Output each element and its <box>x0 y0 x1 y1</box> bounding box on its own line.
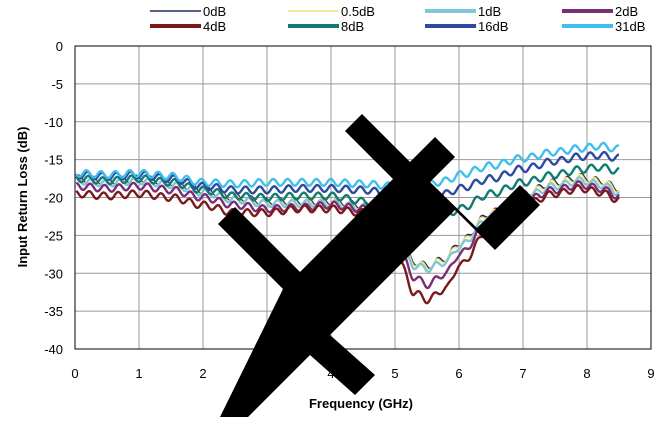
y-tick-label: -25 <box>44 228 63 243</box>
y-tick-label: -30 <box>44 266 63 281</box>
legend-label: 8dB <box>341 19 364 34</box>
y-tick-label: -5 <box>51 77 63 92</box>
y-tick-label: 0 <box>56 39 63 54</box>
legend-label: 31dB <box>615 19 645 34</box>
legend-label: 16dB <box>478 19 508 34</box>
y-tick-label: -35 <box>44 304 63 319</box>
x-tick-label: 6 <box>455 366 462 381</box>
legend-label: 1dB <box>478 4 501 19</box>
x-tick-label: 0 <box>71 366 78 381</box>
y-tick-label: -15 <box>44 153 63 168</box>
watermark-stroke-1 <box>218 114 540 417</box>
x-tick-label: 9 <box>647 366 654 381</box>
series-line-8dB <box>75 163 620 225</box>
y-tick-label: -10 <box>44 115 63 130</box>
x-tick-label: 8 <box>583 366 590 381</box>
x-tick-label: 5 <box>391 366 398 381</box>
x-axis-label: Frequency (GHz) <box>309 396 413 411</box>
y-tick-label: -40 <box>44 342 63 357</box>
x-tick-label: 1 <box>135 366 142 381</box>
series-line-31dB <box>75 141 620 191</box>
axes: 01234567890-5-10-15-20-25-30-35-40 <box>44 39 654 381</box>
legend-label: 2dB <box>615 4 638 19</box>
legend-label: 0.5dB <box>341 4 375 19</box>
legend: 0dB 0.5dB 1dB 2dB 4dB 8dB 16dB 31dB <box>150 4 645 34</box>
plot-frame <box>74 45 652 350</box>
watermark-overlay <box>218 114 540 417</box>
legend-label: 4dB <box>203 19 226 34</box>
x-tick-label: 7 <box>519 366 526 381</box>
x-tick-label: 2 <box>199 366 206 381</box>
y-tick-label: -20 <box>44 191 63 206</box>
legend-label: 0dB <box>203 4 226 19</box>
series-line-16dB <box>75 150 620 201</box>
y-axis-label: Input Return Loss (dB) <box>15 127 30 268</box>
